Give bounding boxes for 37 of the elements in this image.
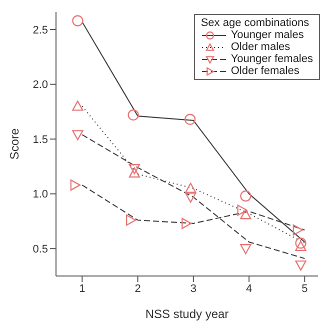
x-axis-title: NSS study year — [145, 307, 229, 321]
y-tick-label: 1.5 — [32, 134, 48, 146]
point — [184, 114, 196, 125]
point — [292, 224, 304, 236]
point — [128, 164, 140, 174]
y-tick-label: 2.0 — [32, 79, 48, 92]
x-tick-label: 1 — [79, 282, 86, 295]
point — [70, 179, 81, 191]
point — [72, 130, 84, 140]
point — [182, 218, 192, 230]
legend-label: Older females — [230, 65, 300, 77]
x-tick-label: 5 — [302, 282, 308, 295]
point — [237, 204, 248, 216]
point — [295, 240, 306, 252]
y-tick-label: 0.5 — [32, 244, 48, 256]
x-tick-label: 4 — [246, 282, 252, 295]
point — [295, 260, 306, 271]
point — [185, 182, 196, 193]
point — [240, 190, 252, 202]
y-tick-label: 1.0 — [32, 188, 48, 201]
point — [72, 15, 84, 26]
point — [295, 238, 306, 249]
point — [126, 214, 136, 226]
point — [128, 109, 139, 121]
legend-label: Younger males — [230, 29, 304, 41]
point — [72, 100, 84, 111]
x-tick-label: 3 — [190, 282, 196, 295]
point — [240, 244, 252, 254]
x-tick-label: 2 — [134, 282, 141, 295]
point — [240, 209, 252, 220]
legend-label: Older males — [230, 41, 290, 53]
y-tick-label: 2.5 — [32, 24, 48, 36]
legend-label: Younger females — [230, 53, 313, 65]
point — [128, 167, 140, 178]
legend-title: Sex age combinations — [200, 17, 310, 29]
y-axis-title: Score — [7, 128, 22, 160]
point — [185, 192, 196, 203]
